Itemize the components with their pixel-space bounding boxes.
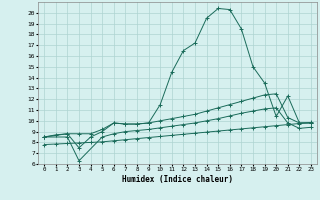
X-axis label: Humidex (Indice chaleur): Humidex (Indice chaleur) (122, 175, 233, 184)
